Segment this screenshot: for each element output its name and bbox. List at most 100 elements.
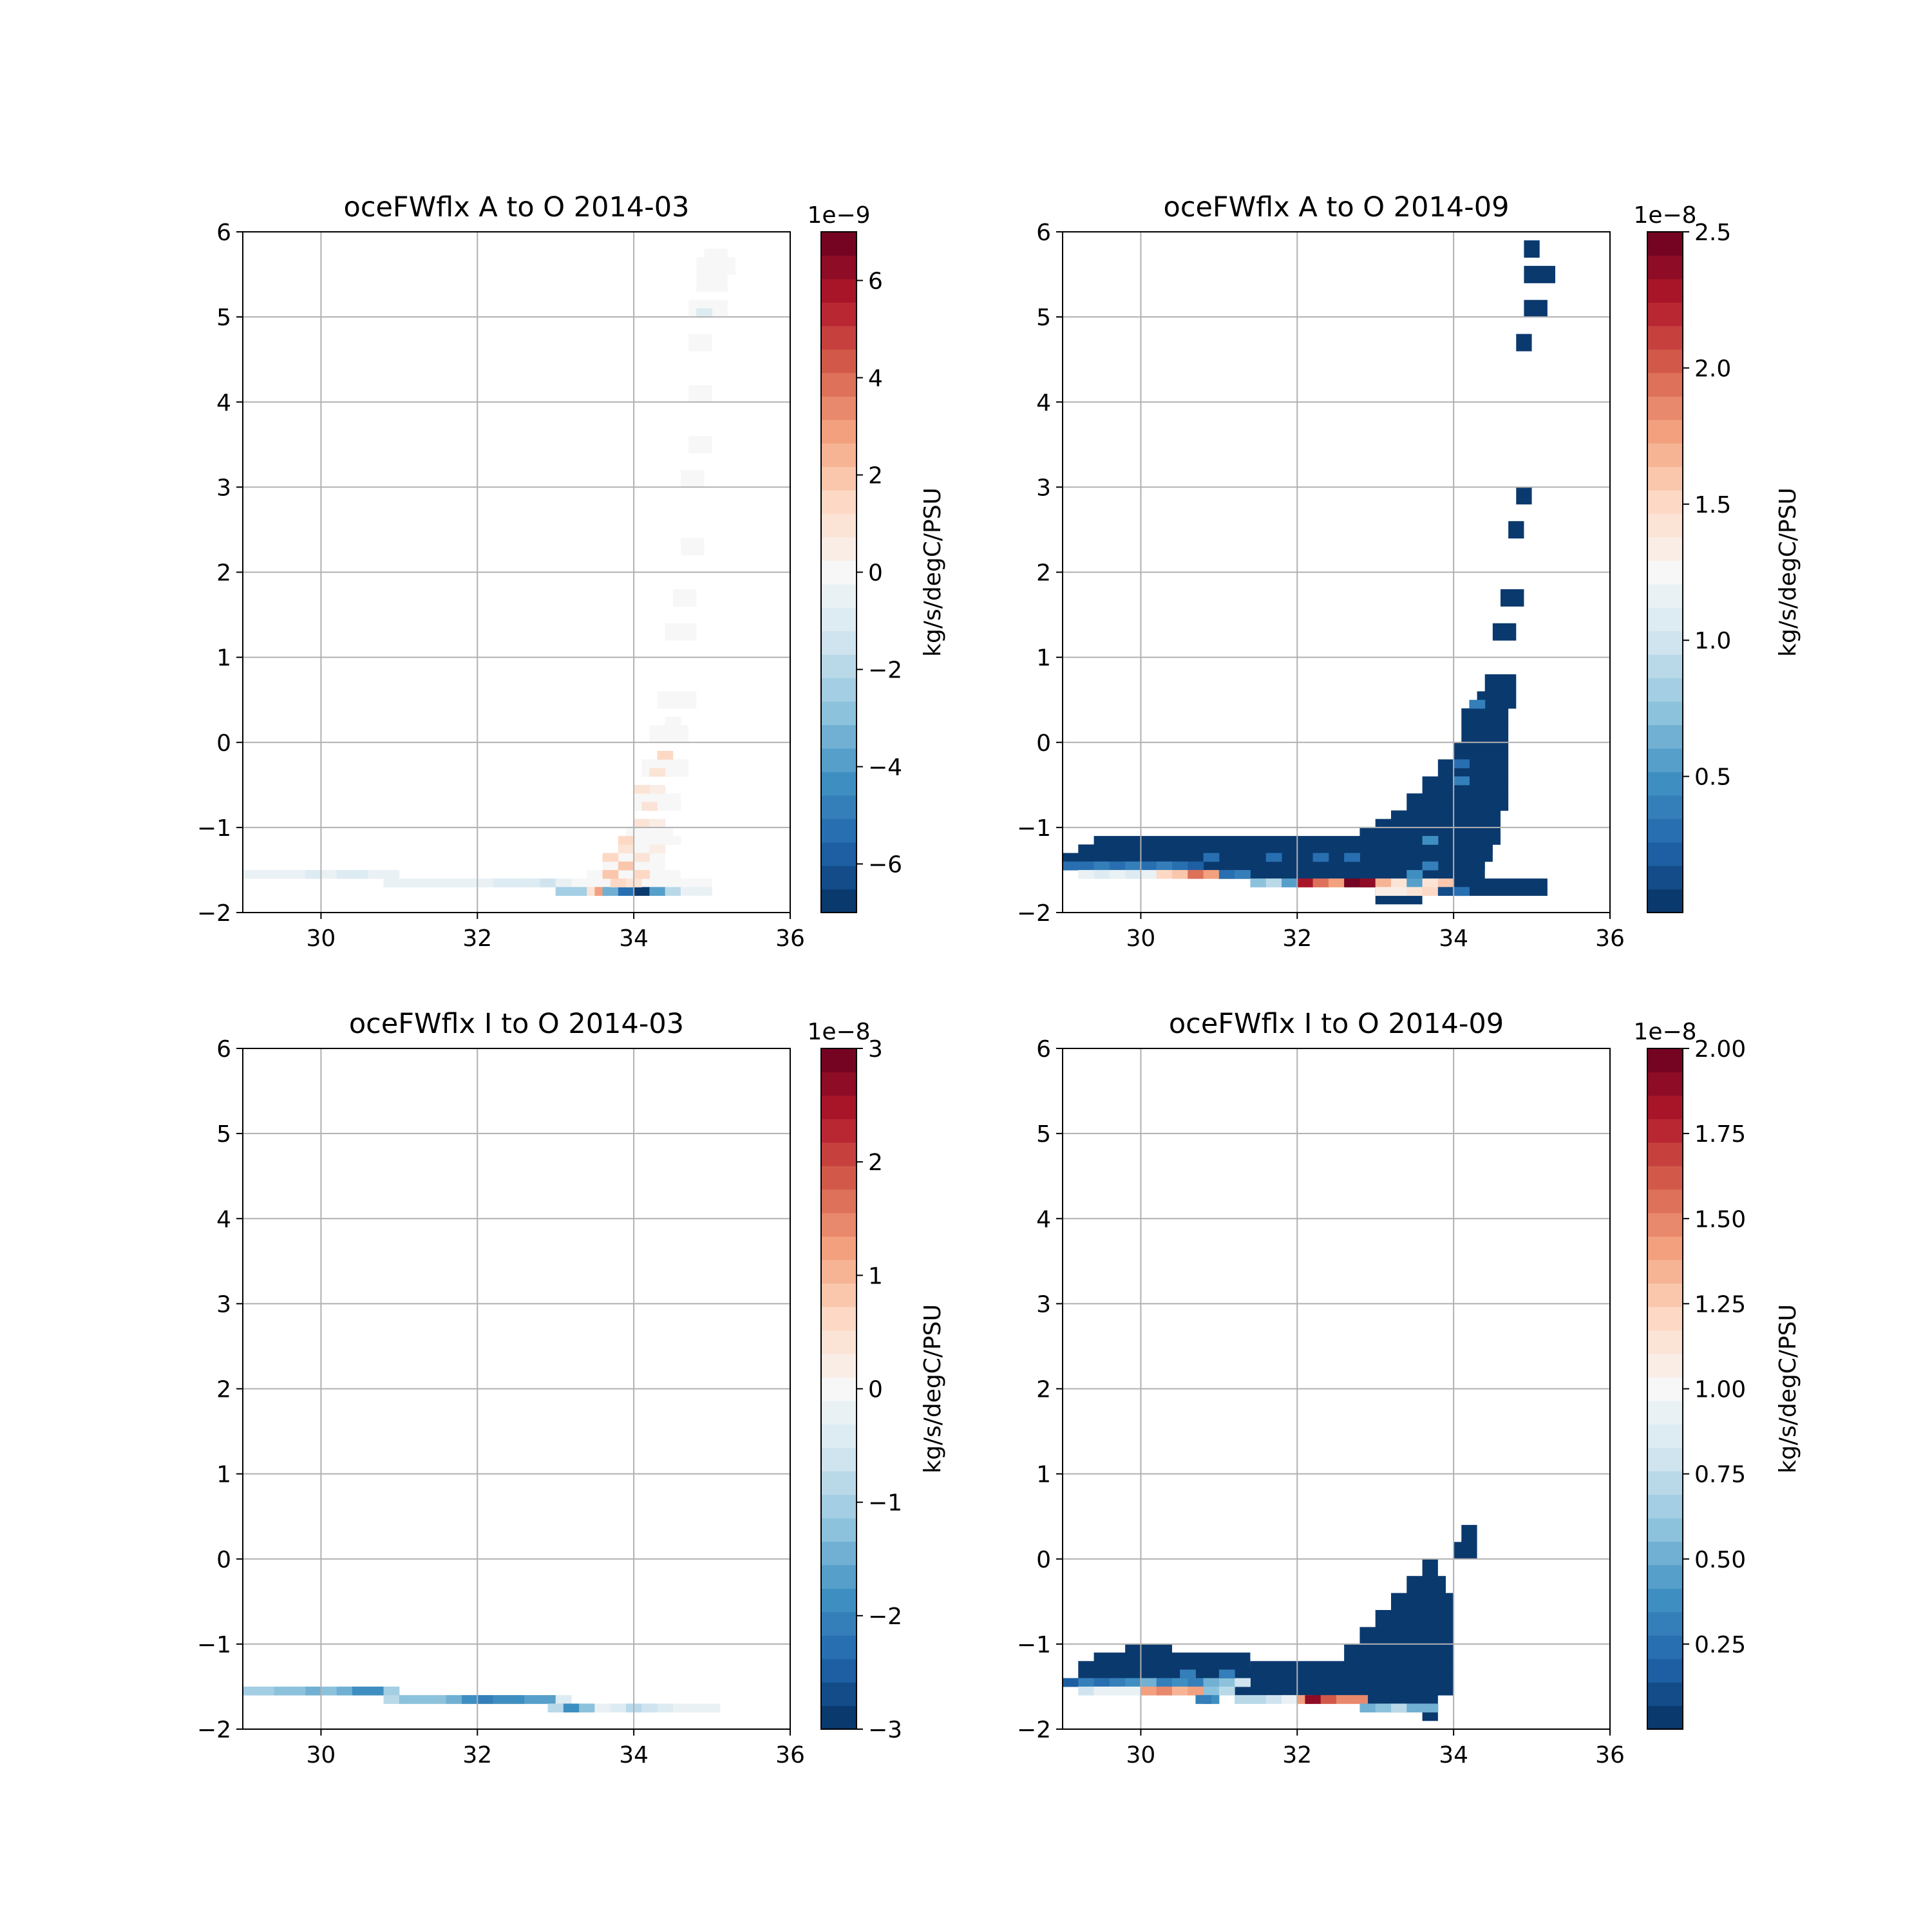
x-tick-label: 32 <box>1282 925 1312 952</box>
colorbar-swatch <box>1647 630 1683 655</box>
heatmap-cells <box>243 1686 721 1713</box>
heatmap-cell <box>657 750 674 760</box>
colorbar-tick-label: 4 <box>868 366 883 392</box>
heatmap-cell <box>1297 878 1314 887</box>
colorbar: −3 −2 −1 0 1 2 31e−8 kg/s/degC/PSU <box>807 1019 946 1743</box>
heatmap-region-cell <box>688 384 712 402</box>
heatmap-cell <box>430 1695 447 1704</box>
heatmap-cell <box>1406 869 1423 879</box>
colorbar-scale-label: 1e−8 <box>807 1019 870 1045</box>
heatmap-region-cell <box>688 436 712 454</box>
chart-title: oceFWflx A to O 2014-09 <box>1164 191 1510 223</box>
colorbar-swatch <box>821 654 857 679</box>
heatmap-cell <box>1422 836 1439 845</box>
colorbar-swatch <box>1647 1353 1683 1378</box>
heatmap-cell <box>321 1686 337 1696</box>
colorbar-swatch <box>1647 255 1683 279</box>
y-tick-label: −1 <box>197 815 231 842</box>
heatmap-cell <box>1180 1669 1196 1679</box>
heatmap-cell <box>1188 869 1204 879</box>
heatmap-cell <box>1312 878 1329 887</box>
heatmap-cell <box>368 1686 384 1696</box>
colorbar-tick-label: −1 <box>868 1490 902 1517</box>
heatmap-cell <box>1203 1678 1220 1687</box>
colorbar-swatch <box>1647 1306 1683 1331</box>
heatmap-region-cell <box>672 589 697 607</box>
heatmap-cell <box>493 1695 509 1704</box>
heatmap-cell <box>1359 1703 1376 1713</box>
y-tick-label: −1 <box>197 1632 231 1658</box>
colorbar-tick-label: 2.5 <box>1694 220 1731 246</box>
heatmap-cell <box>336 1686 353 1696</box>
heatmap-region-cell <box>1524 265 1555 283</box>
heatmap-cell <box>1078 1686 1095 1696</box>
colorbar-swatch <box>821 772 857 796</box>
heatmap-region-cell <box>1454 1542 1477 1560</box>
heatmap-cell <box>610 878 627 887</box>
colorbar-swatch <box>821 1283 857 1307</box>
y-tick-label: 2 <box>216 560 231 587</box>
heatmap-cell <box>462 1695 478 1704</box>
heatmap-cell <box>1265 1695 1282 1704</box>
colorbar-swatch <box>1647 396 1683 421</box>
heatmap-region-cell <box>1406 793 1509 811</box>
heatmap-cell <box>446 878 462 887</box>
heatmap-cell <box>1344 853 1360 862</box>
heatmap-region-cell <box>681 469 705 488</box>
colorbar-axis-label: kg/s/degC/PSU <box>920 488 946 657</box>
colorbar-swatch <box>1647 795 1683 819</box>
heatmap-cell <box>524 878 540 887</box>
y-tick-label: 1 <box>216 1462 231 1488</box>
chart-title: oceFWflx I to O 2014-09 <box>1169 1008 1504 1040</box>
heatmap-cell <box>1235 869 1251 879</box>
colorbar-swatch <box>1647 1095 1683 1119</box>
colorbar-swatch <box>821 1260 857 1284</box>
heatmap-cell <box>696 887 713 896</box>
colorbar-swatch <box>1647 1424 1683 1448</box>
heatmap-cell <box>508 878 525 887</box>
y-tick-label: 3 <box>216 475 231 501</box>
heatmap-cell <box>1344 878 1360 887</box>
heatmap-region-cell <box>1250 1661 1454 1679</box>
colorbar-swatch <box>1647 1166 1683 1190</box>
heatmap-cell <box>1109 1678 1126 1687</box>
heatmap-cell <box>1422 887 1439 896</box>
heatmap-region-cell <box>1454 742 1509 760</box>
heatmap-cell <box>1406 1703 1423 1713</box>
heatmap-cell <box>657 1703 674 1713</box>
heatmap-cell <box>1375 887 1392 896</box>
heatmap-cell <box>1172 1686 1188 1696</box>
y-tick-label: −2 <box>197 1717 231 1743</box>
heatmap-cell <box>462 878 478 887</box>
heatmap-cell <box>1469 699 1486 709</box>
heatmap-region-cell <box>681 538 705 556</box>
colorbar-tick-label: −2 <box>868 658 902 684</box>
colorbar-swatch <box>821 560 857 585</box>
x-tick-label: 36 <box>1595 1742 1625 1768</box>
y-tick-label: 6 <box>1036 220 1051 246</box>
y-tick-label: 5 <box>216 1121 231 1148</box>
colorbar-swatch <box>1647 701 1683 726</box>
y-tick-label: 4 <box>216 1206 231 1233</box>
heatmap-cell <box>672 1703 689 1713</box>
heatmap-cell <box>1125 1686 1141 1696</box>
heatmap-cell <box>1141 869 1157 879</box>
colorbar-swatch <box>821 866 857 890</box>
colorbar-swatch <box>821 795 857 819</box>
colorbar-tick-label: 2.00 <box>1694 1036 1746 1063</box>
colorbar-swatch <box>821 1564 857 1589</box>
heatmap-region-cell <box>1437 759 1509 777</box>
colorbar-swatch <box>1647 1048 1683 1073</box>
colorbar-swatch <box>1647 1377 1683 1401</box>
colorbar-swatch <box>821 396 857 421</box>
heatmap-cell <box>1109 1686 1126 1696</box>
heatmap-cells <box>1063 1524 1477 1721</box>
colorbar-swatch <box>1647 1588 1683 1613</box>
y-tick-label: 1 <box>216 645 231 672</box>
colorbar-swatch <box>821 1517 857 1542</box>
colorbar-swatch <box>821 302 857 327</box>
heatmap-cell <box>610 1703 627 1713</box>
colorbar-swatch <box>1647 1611 1683 1636</box>
